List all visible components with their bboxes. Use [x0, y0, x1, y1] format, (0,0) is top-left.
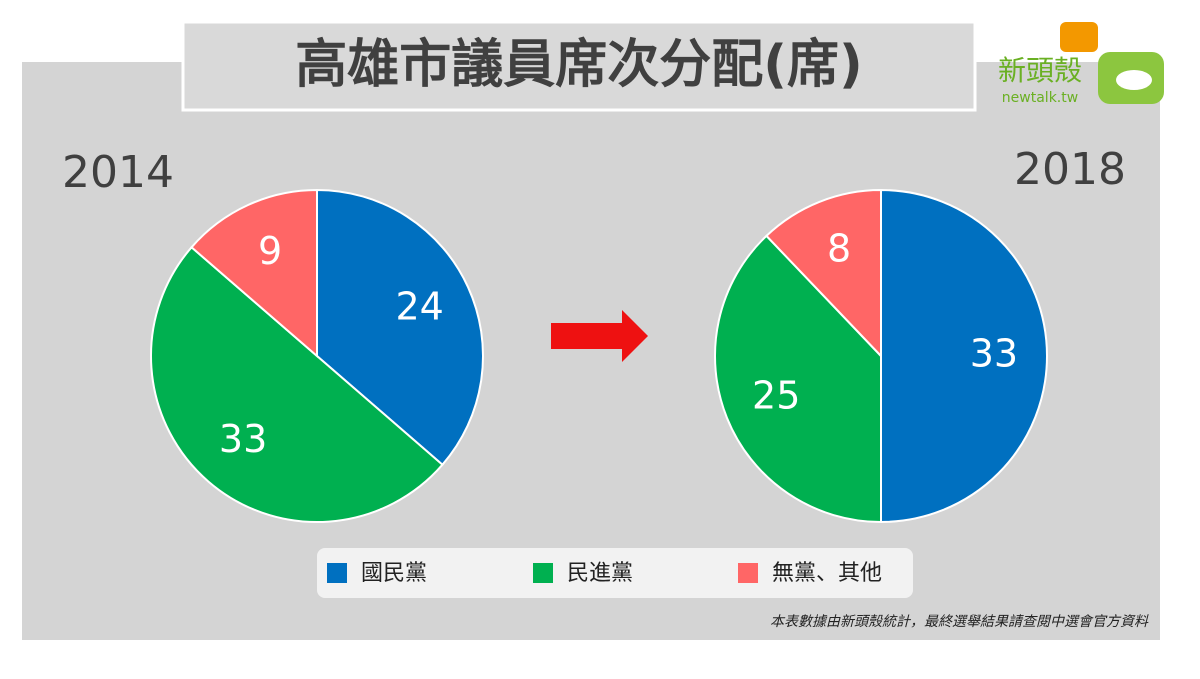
data-label: 8	[827, 227, 851, 271]
footnote: 本表數據由新頭殼統計，最終選舉結果請查閱中選會官方資料	[770, 614, 1149, 630]
pie-title: 2018	[1014, 144, 1126, 195]
arrow	[551, 310, 648, 362]
legend-label: 國民黨	[361, 561, 427, 586]
pie-slice	[149, 245, 444, 524]
data-label: 33	[970, 332, 1018, 376]
logo-icon	[1116, 70, 1152, 90]
legend-swatch	[738, 563, 758, 583]
chart-title: 高雄市議員席次分配(席)	[295, 35, 863, 95]
pie-slice	[714, 234, 882, 524]
logo-icon	[1060, 22, 1098, 52]
pie-slice	[190, 188, 318, 359]
pie-title: 2014	[62, 147, 174, 198]
logo-name: 新頭殼	[998, 54, 1082, 87]
pie-slice	[765, 188, 882, 359]
legend-label: 無黨、其他	[772, 561, 882, 586]
data-label: 24	[395, 285, 443, 329]
legend-swatch	[533, 563, 553, 583]
logo-url: newtalk.tw	[1002, 90, 1078, 106]
pie-slice	[316, 188, 484, 467]
title-box	[181, 20, 977, 112]
legend	[317, 548, 913, 598]
pie-slice	[880, 188, 1048, 524]
data-label: 33	[219, 417, 267, 461]
data-label: 9	[258, 229, 282, 273]
data-label: 25	[752, 373, 800, 417]
legend-swatch	[327, 563, 347, 583]
legend-label: 民進黨	[567, 561, 633, 586]
